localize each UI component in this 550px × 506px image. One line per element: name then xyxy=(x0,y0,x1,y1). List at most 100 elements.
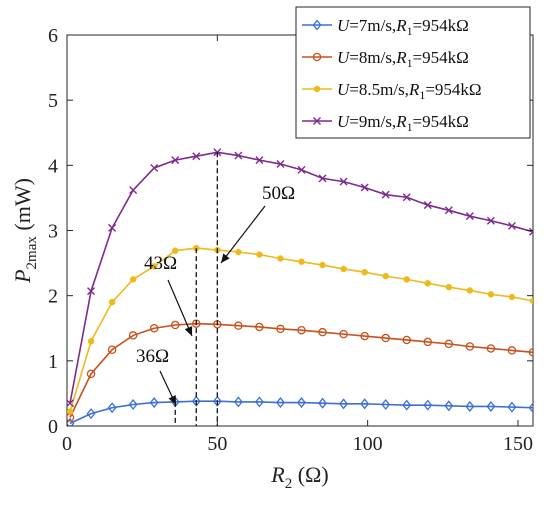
data-point xyxy=(312,19,322,31)
data-point xyxy=(528,348,533,357)
legend-entry-4: U=9m/s,R1=954kΩ xyxy=(302,112,469,134)
annotation-arrow-43 xyxy=(167,279,193,337)
data-point xyxy=(339,398,349,410)
data-point xyxy=(254,396,264,408)
data-point xyxy=(108,298,116,306)
data-point xyxy=(528,402,533,414)
data-point xyxy=(313,117,321,125)
legend-entry-2: U=8m/s,R1=954kΩ xyxy=(302,48,469,70)
data-point xyxy=(276,396,285,409)
annotation-label-43: 43Ω xyxy=(144,253,177,274)
data-point xyxy=(107,402,117,414)
data-point xyxy=(529,297,533,305)
data-point xyxy=(298,258,305,266)
data-point xyxy=(313,85,321,93)
data-point xyxy=(424,280,432,287)
series-3 xyxy=(67,244,533,415)
data-point xyxy=(191,395,201,407)
data-point xyxy=(319,261,326,269)
data-point xyxy=(192,152,201,161)
data-point xyxy=(402,335,411,345)
data-point xyxy=(507,221,516,230)
data-point xyxy=(171,156,180,165)
data-point xyxy=(445,283,453,291)
data-point xyxy=(340,265,347,273)
data-point xyxy=(487,291,495,298)
annotation-label-36: 36Ω xyxy=(136,346,169,367)
data-point xyxy=(465,400,475,412)
data-point xyxy=(234,321,243,330)
data-point xyxy=(233,396,243,408)
data-point xyxy=(486,344,496,353)
data-point xyxy=(381,190,390,199)
data-point xyxy=(423,337,433,347)
data-point xyxy=(235,248,242,256)
y-tick-label: 1 xyxy=(48,351,58,373)
y-tick-label: 2 xyxy=(48,286,58,308)
annotation-arrow-50 xyxy=(220,205,266,264)
y-tick-label: 6 xyxy=(48,25,58,47)
x-tick-label: 100 xyxy=(353,433,383,455)
data-point xyxy=(107,345,117,355)
data-point xyxy=(444,400,454,412)
legend-box xyxy=(295,6,531,139)
data-point xyxy=(360,398,370,410)
data-point xyxy=(192,319,201,328)
data-point xyxy=(234,151,243,160)
data-point xyxy=(297,165,306,174)
data-point xyxy=(86,408,96,420)
y-tick-label: 5 xyxy=(48,90,58,112)
x-tick-label: 0 xyxy=(62,433,72,455)
data-point xyxy=(256,251,263,258)
series-1 xyxy=(67,395,533,426)
data-point xyxy=(381,333,390,343)
data-point xyxy=(128,331,138,340)
data-point xyxy=(87,287,96,296)
y-axis-label: P2max (mW) xyxy=(10,178,40,284)
data-point xyxy=(382,272,389,280)
data-point xyxy=(360,183,369,192)
data-point xyxy=(67,408,74,415)
data-point xyxy=(255,156,264,165)
data-point xyxy=(402,193,411,202)
data-point xyxy=(87,338,95,345)
annotation-label-50: 50Ω xyxy=(262,183,295,204)
data-point xyxy=(276,160,285,169)
y-tick-label: 0 xyxy=(48,416,58,438)
data-point xyxy=(312,52,322,62)
data-point xyxy=(402,399,412,411)
data-point xyxy=(170,320,180,330)
annotation-arrow-36 xyxy=(159,370,177,406)
series-line xyxy=(69,400,533,425)
x-axis-label: R2 (Ω) xyxy=(270,462,328,492)
data-point xyxy=(318,327,327,337)
data-point xyxy=(466,287,474,294)
y-tick-label: 4 xyxy=(48,155,58,177)
data-point xyxy=(128,398,138,411)
data-point xyxy=(529,227,533,236)
data-point xyxy=(339,177,348,186)
data-point xyxy=(507,346,517,355)
data-point xyxy=(108,223,117,232)
y-tick-label: 3 xyxy=(48,221,58,243)
data-point xyxy=(149,396,159,409)
series-line xyxy=(69,322,533,418)
data-point xyxy=(297,396,306,409)
legend-entry-1: U=7m/s,R1=954kΩ xyxy=(302,16,469,38)
data-point xyxy=(423,201,432,210)
data-point xyxy=(403,276,410,283)
data-point xyxy=(508,293,516,301)
data-point xyxy=(171,247,179,254)
data-point xyxy=(150,263,158,270)
legend-label: U=7m/s,R1=954kΩ xyxy=(337,16,469,38)
legend-label: U=8.5m/s,R1=954kΩ xyxy=(337,80,482,102)
data-point xyxy=(67,399,75,408)
data-point xyxy=(86,369,96,379)
data-point xyxy=(318,397,327,409)
legend-label: U=9m/s,R1=954kΩ xyxy=(337,112,469,134)
data-point xyxy=(297,325,306,335)
data-point xyxy=(361,268,368,276)
data-point xyxy=(129,186,138,195)
data-point xyxy=(465,342,475,351)
